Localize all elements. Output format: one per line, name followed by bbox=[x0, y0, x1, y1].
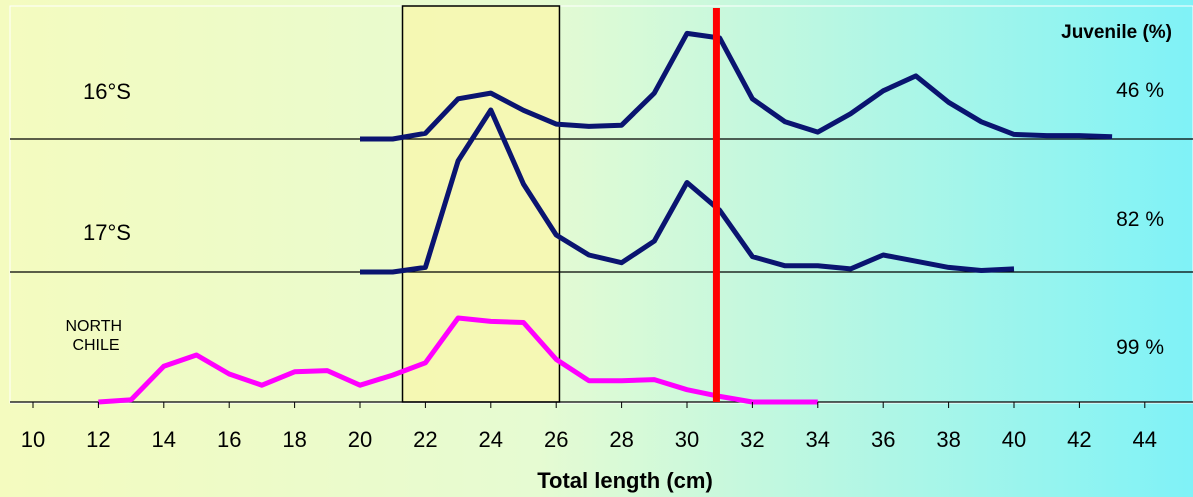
series-line-1 bbox=[360, 107, 1015, 275]
x-tick-label-28: 28 bbox=[609, 427, 633, 452]
x-tick-label-10: 10 bbox=[21, 427, 45, 452]
juvenile-pct-north-chile: 99 % bbox=[1116, 336, 1164, 359]
x-tick-label-38: 38 bbox=[936, 427, 960, 452]
plot-frame bbox=[9, 5, 1193, 404]
x-tick-label-42: 42 bbox=[1067, 427, 1091, 452]
series-lines bbox=[98, 30, 1113, 405]
panel-label-north-chile: NORTH CHILE bbox=[65, 318, 126, 354]
x-tick-label-14: 14 bbox=[152, 427, 176, 452]
x-tick-label-22: 22 bbox=[413, 427, 437, 452]
x-axis: 10 12 14 16 18 20 22 24 26 28 30 32 34 36 38 40 42 44 bbox=[21, 402, 1157, 452]
right-header: Juvenile (%) bbox=[1061, 22, 1172, 43]
x-tick-label-34: 34 bbox=[806, 427, 830, 452]
x-tick-label-26: 26 bbox=[544, 427, 568, 452]
series-line-2 bbox=[98, 315, 818, 405]
x-tick-label-30: 30 bbox=[675, 427, 699, 452]
x-tick-label-24: 24 bbox=[479, 427, 503, 452]
x-tick-label-36: 36 bbox=[871, 427, 895, 452]
x-tick-label-18: 18 bbox=[282, 427, 306, 452]
x-tick-label-20: 20 bbox=[348, 427, 372, 452]
x-tick-label-12: 12 bbox=[86, 427, 110, 452]
panel-label-17s: 17°S bbox=[83, 220, 131, 245]
x-tick-label-40: 40 bbox=[1002, 427, 1026, 452]
juvenile-pct-17s: 82 % bbox=[1116, 208, 1164, 231]
series-line-0 bbox=[360, 30, 1113, 142]
juvenile-pct-16s: 46 % bbox=[1116, 79, 1164, 102]
panel-label-16s: 16°S bbox=[83, 79, 131, 104]
x-tick-label-44: 44 bbox=[1133, 427, 1157, 452]
x-tick-label-32: 32 bbox=[740, 427, 764, 452]
x-tick-label-16: 16 bbox=[217, 427, 241, 452]
x-axis-label: Total length (cm) bbox=[537, 468, 713, 493]
